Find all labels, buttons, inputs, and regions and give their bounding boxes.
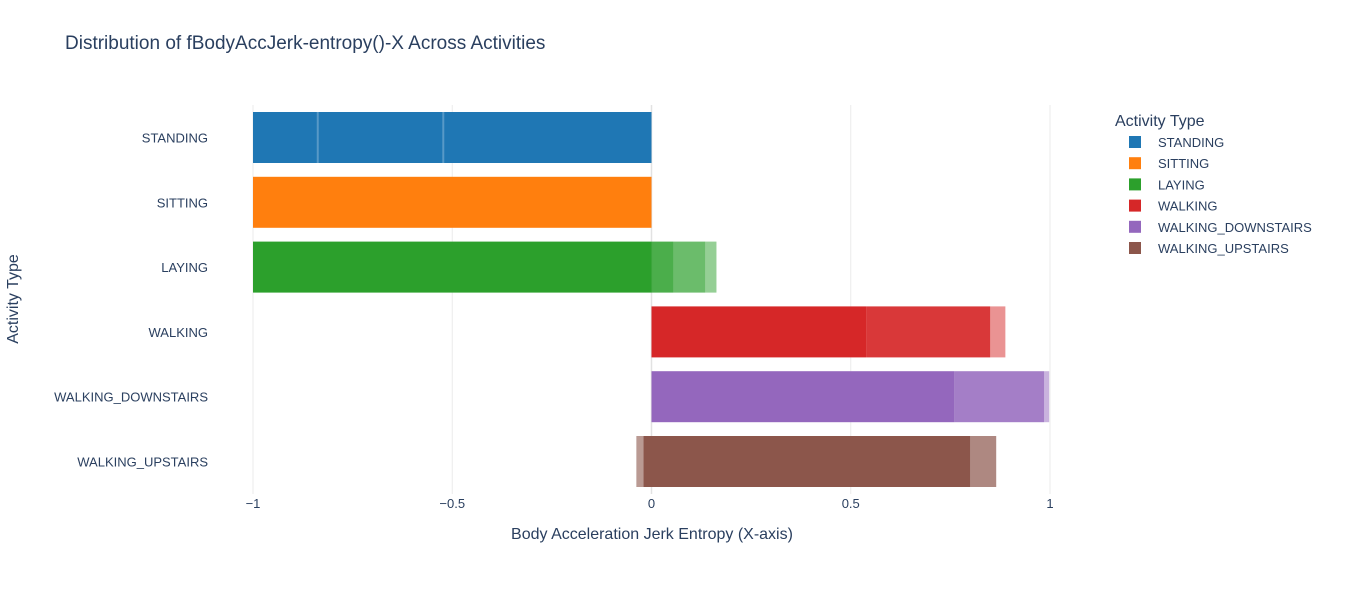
legend-swatch: [1129, 136, 1141, 148]
legend-label: LAYING: [1158, 177, 1205, 192]
legend-swatch: [1129, 199, 1141, 212]
x-tick-label: −0.5: [439, 496, 465, 511]
legend-item[interactable]: SITTING: [1129, 156, 1209, 171]
bar-group: [253, 112, 652, 163]
bar: [1044, 371, 1050, 423]
bar: [866, 306, 991, 358]
y-tick-label: STANDING: [142, 131, 208, 146]
bar: [253, 112, 652, 163]
bar: [316, 112, 319, 163]
y-tick-label: WALKING: [149, 325, 208, 340]
bar: [954, 371, 1045, 423]
bar: [651, 241, 674, 293]
bar: [970, 436, 997, 487]
x-tick-label: 1: [1046, 496, 1053, 511]
legend-label: WALKING: [1158, 199, 1217, 214]
x-axis-ticks: −1 −0.5 0 0.5 1: [246, 496, 1054, 511]
legend-title: Activity Type: [1115, 113, 1205, 130]
bar: [673, 241, 706, 293]
bar: [253, 241, 652, 293]
legend-item[interactable]: WALKING_DOWNSTAIRS: [1129, 220, 1312, 235]
bar: [705, 241, 717, 293]
bar-group: [651, 306, 1006, 358]
bar-group: [651, 371, 1050, 423]
y-tick-label: SITTING: [157, 195, 208, 210]
legend-item[interactable]: WALKING: [1129, 199, 1217, 214]
x-axis-title: Body Acceleration Jerk Entropy (X-axis): [511, 526, 793, 543]
y-axis-title: Activity Type: [5, 254, 22, 344]
bar-group: [636, 436, 997, 487]
grid: [252, 105, 1051, 494]
bar-group: [253, 176, 652, 228]
y-tick-label: WALKING_DOWNSTAIRS: [54, 390, 208, 405]
legend-label: STANDING: [1158, 135, 1224, 150]
chart-title: Distribution of fBodyAccJerk-entropy()-X…: [65, 33, 545, 54]
legend-label: SITTING: [1158, 156, 1209, 171]
y-tick-label: LAYING: [161, 260, 208, 275]
legend-swatch: [1129, 220, 1141, 233]
legend-swatch: [1129, 178, 1141, 191]
legend: Activity Type STANDING SITTING LAYING WALKI…: [1115, 113, 1312, 256]
y-axis-ticks: STANDING SITTING LAYING WALKING WALKING_DOWN…: [54, 131, 208, 470]
bar: [651, 371, 955, 423]
bar: [990, 306, 1006, 358]
bar-group: [253, 241, 717, 293]
bar: [442, 112, 445, 163]
legend-swatch: [1129, 157, 1141, 170]
legend-label: WALKING_DOWNSTAIRS: [1158, 220, 1312, 235]
legend-label: WALKING_UPSTAIRS: [1158, 241, 1289, 256]
x-tick-label: 0: [648, 496, 655, 511]
x-tick-label: −1: [246, 496, 261, 511]
legend-item[interactable]: WALKING_UPSTAIRS: [1129, 241, 1289, 256]
plot-area: −1 −0.5 0 0.5 1 STANDING SITTING LAYING WALKING…: [54, 105, 1054, 511]
legend-item[interactable]: LAYING: [1129, 177, 1205, 192]
bar: [253, 176, 652, 228]
x-tick-label: 0.5: [842, 496, 860, 511]
legend-item[interactable]: STANDING: [1129, 135, 1224, 150]
bar: [643, 436, 971, 487]
bar: [651, 306, 867, 358]
legend-swatch: [1129, 242, 1141, 254]
bar: [636, 436, 644, 487]
legend-items: STANDING SITTING LAYING WALKING WALKING_DOWN…: [1129, 135, 1312, 256]
bars: [253, 112, 1050, 487]
y-tick-label: WALKING_UPSTAIRS: [77, 455, 208, 470]
